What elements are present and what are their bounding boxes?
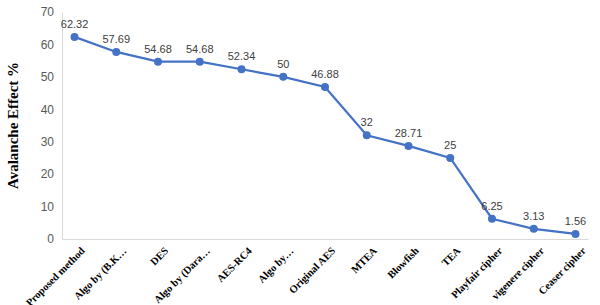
marker [154,58,162,66]
data-label: 50 [277,58,289,70]
marker [279,73,287,81]
x-tick-label: Algo by… [256,245,296,285]
data-label: 1.56 [565,215,586,227]
x-axis-line [63,239,589,240]
data-label: 57.69 [103,33,131,45]
y-tick: 60 [41,38,62,52]
y-tick-label: 70 [41,5,55,19]
data-label: 46.88 [311,68,339,80]
x-tick: DES [148,239,170,267]
y-tick: 20 [41,167,62,181]
chart: 010203040506070Proposed methodAlgo by (B… [0,0,600,305]
x-tick-label: Ceaser cipher [536,245,588,297]
marker [238,65,246,73]
data-label: 32 [361,116,373,128]
data-label: 52.34 [228,50,256,62]
y-tick-label: 50 [41,70,55,84]
data-label: 54.68 [186,43,214,55]
x-tick: AES-RC4 [215,239,255,284]
marker [404,142,412,150]
x-tick-label: AES-RC4 [215,245,255,285]
x-tick-label: DES [148,245,170,267]
x-tick-label: Algo by (Dara… [152,245,213,305]
x-axis: Proposed methodAlgo by (B.K…DESAlgo by (… [24,239,589,305]
y-tick-label: 40 [41,103,55,117]
y-tick-label: 10 [41,200,55,214]
y-tick: 0 [47,232,62,246]
marker [571,230,579,238]
marker [446,154,454,162]
x-tick: Original AES [287,239,338,296]
data-label: 6.25 [481,200,502,212]
y-tick-label: 20 [41,167,55,181]
x-tick-label: TEA [440,245,463,268]
marker [488,215,496,223]
y-tick-label: 60 [41,38,55,52]
y-tick-label: 0 [47,232,54,246]
x-tick-label: Blowfish [385,245,421,281]
x-tick: Ceaser cipher [536,239,588,297]
x-tick: TEA [440,239,463,268]
data-label: 28.71 [395,127,423,139]
x-tick-label: Original AES [287,245,338,296]
marker [112,48,120,56]
y-tick: 70 [41,5,62,19]
y-tick: 50 [41,70,62,84]
data-label: 3.13 [523,210,544,222]
y-axis-line [62,13,63,240]
data-label: 54.68 [144,43,172,55]
data-label: 25 [444,139,456,151]
plot-area: 010203040506070Proposed methodAlgo by (B… [24,5,589,305]
data-label: 62.32 [61,18,89,30]
x-tick: Algo by (B.K… [72,239,129,302]
x-tick: Algo by (Dara… [152,239,213,305]
y-axis-title: Avalanche Effect % [5,62,21,189]
y-tick: 40 [41,103,62,117]
marker [71,33,79,41]
y-tick: 10 [41,200,62,214]
x-tick: Algo by… [256,239,296,285]
marker [321,83,329,91]
y-tick-label: 30 [41,135,55,149]
x-tick-label: vigenere cipher [490,245,547,302]
x-tick: vigenere cipher [490,239,547,302]
y-axis: 0 10 20 30 40 50 60 70 [41,5,63,246]
data-labels: 62.32 57.69 54.68 54.68 52.34 50 46.88 32 28.71 2… [61,18,586,227]
x-tick-label: Algo by (B.K… [72,245,129,302]
y-tick: 30 [41,135,62,149]
line [75,37,576,234]
marker [530,225,538,233]
x-tick: Blowfish [385,239,421,281]
marker [196,58,204,66]
marker [363,131,371,139]
x-tick-label: MTEA [349,245,379,275]
series [71,33,580,238]
x-tick: MTEA [349,239,379,275]
